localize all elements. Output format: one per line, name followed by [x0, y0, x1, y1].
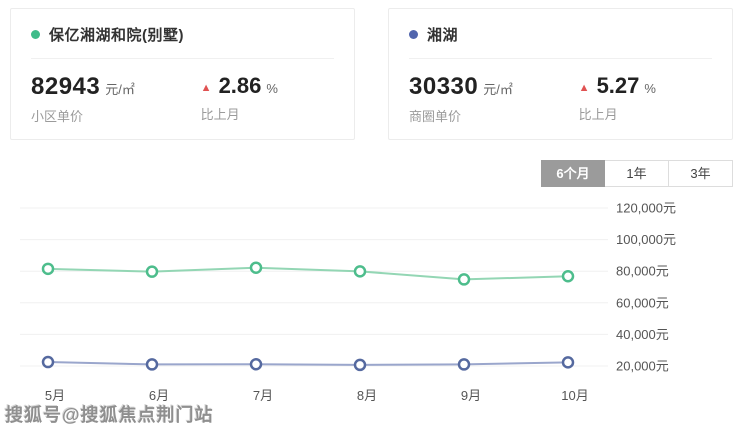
- change-label: 比上月: [200, 107, 240, 122]
- data-point[interactable]: [145, 358, 159, 371]
- y-tick-label: 20,000元: [616, 359, 669, 374]
- stat-card-community: 保亿湘湖和院(别墅) 82943 元/㎡ 小区单价 ▲ 2.86 %: [10, 8, 355, 140]
- change-unit: %: [644, 81, 656, 96]
- change-block: ▲ 5.27 % 比上月: [579, 73, 712, 125]
- y-tick-label: 120,000元: [616, 201, 676, 216]
- x-tick-label: 9月: [461, 388, 481, 403]
- price-block: 82943 元/㎡ 小区单价: [31, 73, 201, 125]
- change-block: ▲ 2.86 % 比上月: [201, 73, 334, 125]
- x-tick-label: 10月: [561, 388, 588, 403]
- change-value: 2.86: [218, 73, 262, 98]
- x-tick-label: 7月: [253, 388, 273, 403]
- x-tick-label: 8月: [357, 388, 377, 403]
- card-legend-row: 湘湖: [409, 24, 712, 45]
- data-point[interactable]: [561, 270, 575, 283]
- price-unit: 元/㎡: [483, 82, 513, 97]
- y-tick-label: 100,000元: [616, 232, 676, 247]
- data-point[interactable]: [457, 273, 471, 286]
- data-point[interactable]: [41, 355, 55, 369]
- series-line: [47, 266, 569, 281]
- tab-3-years[interactable]: 3年: [669, 160, 733, 187]
- data-point[interactable]: [353, 358, 367, 372]
- x-tick-label: 6月: [149, 388, 169, 403]
- tab-1-year[interactable]: 1年: [605, 160, 669, 187]
- card-divider: [409, 58, 712, 59]
- y-tick-label: 80,000元: [616, 264, 669, 279]
- y-tick-label: 60,000元: [616, 295, 669, 310]
- data-point[interactable]: [353, 265, 367, 278]
- legend-dot-blue-icon: [409, 30, 418, 39]
- data-point[interactable]: [457, 358, 471, 371]
- tab-6-months[interactable]: 6个月: [541, 160, 605, 187]
- card-stats-row: 82943 元/㎡ 小区单价 ▲ 2.86 % 比上月: [31, 73, 334, 125]
- change-value: 5.27: [596, 73, 640, 98]
- x-tick-label: 5月: [45, 388, 65, 403]
- price-value: 30330: [409, 73, 479, 100]
- y-tick-label: 40,000元: [616, 327, 669, 342]
- data-point[interactable]: [249, 261, 263, 274]
- price-value: 82943: [31, 73, 101, 100]
- legend-dot-green-icon: [31, 30, 40, 39]
- arrow-up-icon: ▲: [578, 82, 590, 94]
- data-point[interactable]: [249, 358, 263, 371]
- district-name: 湘湖: [427, 27, 459, 44]
- stat-card-district: 湘湖 30330 元/㎡ 商圈单价 ▲ 5.27 % 比: [388, 8, 733, 140]
- stat-cards: 保亿湘湖和院(别墅) 82943 元/㎡ 小区单价 ▲ 2.86 %: [10, 8, 733, 140]
- arrow-up-icon: ▲: [200, 82, 212, 94]
- period-tabs: 6个月 1年 3年: [541, 160, 733, 187]
- data-point[interactable]: [561, 356, 575, 369]
- card-divider: [31, 58, 334, 59]
- price-label: 商圈单价: [409, 109, 462, 124]
- chart-svg: 120,000元 100,000元 80,000元 60,000元 40,000元 20,…: [20, 201, 676, 403]
- data-point[interactable]: [145, 265, 159, 278]
- price-label: 小区单价: [31, 109, 84, 124]
- price-block: 30330 元/㎡ 商圈单价: [409, 73, 579, 125]
- change-unit: %: [266, 81, 278, 96]
- series-line: [47, 361, 569, 366]
- data-point[interactable]: [41, 262, 55, 276]
- card-legend-row: 保亿湘湖和院(别墅): [31, 24, 334, 45]
- price-trend-chart: 120,000元 100,000元 80,000元 60,000元 40,000元 20,…: [0, 196, 740, 411]
- card-stats-row: 30330 元/㎡ 商圈单价 ▲ 5.27 % 比上月: [409, 73, 712, 125]
- change-label: 比上月: [578, 107, 618, 122]
- price-unit: 元/㎡: [105, 82, 135, 97]
- community-name: 保亿湘湖和院(别墅): [49, 27, 184, 44]
- watermark-text: 搜狐号@搜狐焦点荆门站: [5, 405, 214, 425]
